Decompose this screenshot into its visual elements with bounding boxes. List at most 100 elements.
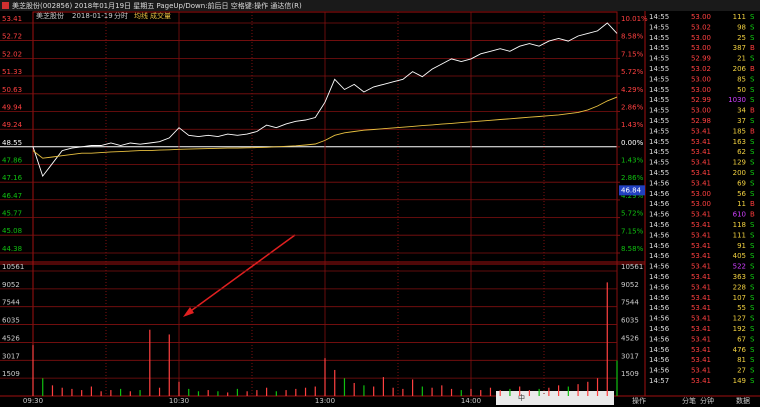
- volume-bar: [412, 379, 414, 396]
- trade-time: 14:55: [649, 75, 669, 83]
- trade-price: 53.00: [691, 13, 711, 21]
- trade-volume: 163: [733, 138, 746, 146]
- volume-bar: [188, 388, 190, 396]
- annotation-arrow: [187, 234, 296, 314]
- trade-price: 53.41: [691, 242, 711, 250]
- volume-bar: [373, 386, 375, 396]
- trade-side: S: [750, 242, 755, 250]
- y-tick-label: 48.55: [2, 139, 22, 147]
- volume-bar: [32, 345, 34, 396]
- trade-time: 14:56: [649, 294, 670, 302]
- y2-tick-label: 7.15%: [621, 50, 644, 58]
- trade-volume: 69: [737, 179, 746, 187]
- y-tick-label: 44.38: [2, 245, 22, 253]
- trade-time: 14:55: [649, 96, 669, 104]
- arrow-head: [183, 307, 194, 317]
- y2-tick-label: 7544: [621, 299, 639, 307]
- trade-volume: 11: [737, 200, 746, 208]
- trade-side: S: [750, 55, 755, 63]
- trade-price: 53.41: [691, 325, 711, 333]
- trade-price: 53.41: [691, 356, 711, 364]
- volume-bar: [139, 390, 141, 396]
- trade-price: 53.41: [691, 127, 711, 135]
- ma-legend: 均线: [134, 11, 148, 20]
- tab[interactable]: 分钟: [700, 396, 714, 405]
- volume-bar: [51, 385, 54, 396]
- trade-side: S: [750, 294, 755, 302]
- stock-name: 美芝股份: [36, 11, 64, 20]
- trade-side: S: [750, 377, 755, 385]
- tab[interactable]: 数据: [736, 396, 750, 405]
- volume-bar: [441, 385, 443, 396]
- date: 2018-01-19: [72, 12, 113, 20]
- trade-volume: 107: [733, 294, 746, 302]
- trade-volume: 200: [733, 169, 746, 177]
- y-tick-label: 52.02: [2, 50, 22, 58]
- y2-tick-label: 2.86%: [621, 174, 644, 182]
- trade-side: S: [750, 34, 755, 42]
- trade-price: 53.02: [691, 65, 711, 73]
- volume-bar: [528, 390, 530, 396]
- volume-bar: [470, 388, 472, 396]
- volume-bar: [353, 382, 355, 396]
- trade-volume: 185: [733, 127, 746, 135]
- crosshair-label: 46.84: [621, 186, 642, 194]
- volume-bar: [587, 381, 589, 396]
- trade-price: 53.41: [691, 263, 711, 271]
- trade-time: 14:56: [649, 242, 670, 250]
- trade-time: 14:55: [649, 107, 669, 115]
- y-tick-label: 50.63: [2, 86, 22, 94]
- trade-side: S: [750, 315, 755, 323]
- trade-volume: 111: [733, 13, 746, 21]
- trade-price: 53.41: [691, 273, 711, 281]
- trade-side: S: [750, 75, 755, 83]
- y-tick-label: 51.33: [2, 68, 22, 76]
- tab[interactable]: 分笔: [682, 396, 696, 405]
- trade-volume: 21: [737, 55, 746, 63]
- y2-tick-label: 7.15%: [621, 227, 644, 235]
- y2-tick-label: 1509: [621, 370, 639, 378]
- trade-side: B: [750, 200, 755, 208]
- trade-time: 14:56: [649, 335, 670, 343]
- trade-time: 14:55: [649, 138, 669, 146]
- y-tick-label: 47.86: [2, 156, 23, 164]
- y-tick-label: 1509: [2, 370, 20, 378]
- trade-price: 53.41: [691, 179, 711, 187]
- trade-price: 53.41: [691, 231, 711, 239]
- period: 分时: [114, 11, 128, 20]
- trade-price: 53.00: [691, 86, 711, 94]
- y2-tick-label: 8.58%: [621, 245, 644, 253]
- volume-bar: [343, 378, 346, 396]
- trade-side: S: [750, 148, 755, 156]
- trade-time: 14:56: [649, 273, 670, 281]
- ime-indicator[interactable]: 中: [518, 393, 525, 402]
- trade-volume: 91: [737, 242, 746, 250]
- tab[interactable]: 操作: [632, 396, 646, 405]
- trade-side: S: [750, 23, 755, 31]
- trade-volume: 34: [737, 107, 746, 115]
- trade-volume: 522: [733, 263, 746, 271]
- trade-price: 53.41: [691, 335, 711, 343]
- volume-bar: [519, 386, 521, 396]
- trade-side: S: [750, 13, 755, 21]
- y2-tick-label: 8.58%: [621, 33, 644, 41]
- trade-side: B: [750, 211, 755, 219]
- y-tick-label: 45.77: [2, 210, 22, 218]
- taskbar: [496, 391, 614, 405]
- volume-bar: [246, 391, 248, 396]
- trade-volume: 206: [733, 65, 747, 73]
- frame: [0, 11, 760, 397]
- trade-side: S: [750, 346, 755, 354]
- trade-price: 53.41: [691, 148, 711, 156]
- trade-volume: 228: [733, 283, 746, 291]
- title-text: 美芝股份(002856) 2018年01月19日 星期五 PageUp/Down…: [12, 1, 302, 10]
- volume-bar: [256, 390, 258, 396]
- trade-side: S: [750, 231, 755, 239]
- trade-time: 14:56: [649, 346, 670, 354]
- volume-bar: [548, 387, 550, 396]
- trade-price: 53.00: [691, 200, 711, 208]
- trade-volume: 192: [733, 325, 746, 333]
- y2-tick-label: 0.00%: [621, 139, 644, 147]
